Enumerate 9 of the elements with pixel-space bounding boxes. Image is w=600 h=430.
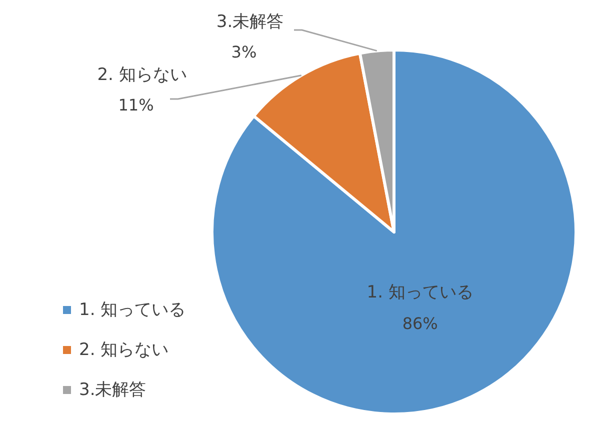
data-label: 11%	[118, 96, 154, 114]
legend-label: 1. 知っている	[79, 300, 186, 320]
legend-label: 3.未解答	[79, 380, 146, 400]
slice-label: 1. 知っている	[366, 282, 474, 302]
data-label: 3%	[231, 42, 257, 62]
slice-label: 2. 知らない	[97, 65, 187, 85]
data-label: 86%	[402, 314, 438, 333]
slice-label: 3.未解答	[216, 12, 284, 32]
legend-label: 2. 知らない	[79, 340, 169, 360]
